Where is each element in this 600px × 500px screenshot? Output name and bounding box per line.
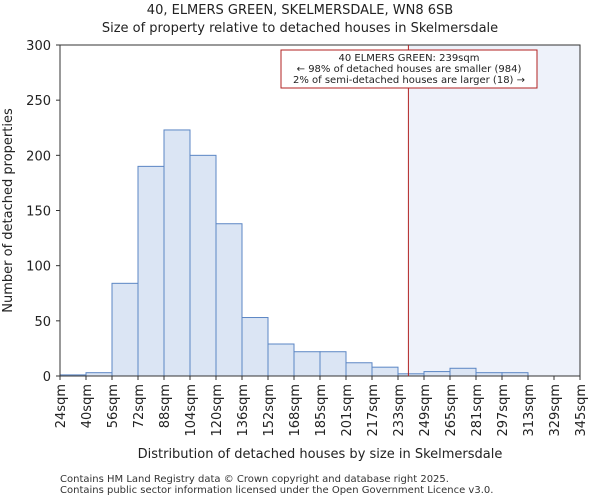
- histogram-bar: [371, 366, 399, 377]
- x-tick-label: 201sqm: [340, 384, 355, 437]
- y-tick-label: 0: [43, 370, 51, 385]
- histogram-bar: [111, 282, 139, 377]
- x-axis-label: Distribution of detached houses by size …: [138, 447, 503, 462]
- x-tick-label: 168sqm: [288, 384, 303, 437]
- y-tick-label: 50: [34, 315, 51, 330]
- x-tick-label: 72sqm: [132, 384, 147, 428]
- x-tick-label: 265sqm: [444, 384, 459, 437]
- histogram-bar: [345, 362, 373, 377]
- chart-subtitle: Size of property relative to detached ho…: [101, 21, 499, 36]
- annotation-box: [280, 49, 538, 89]
- annotation-line-1: 40 ELMERS GREEN: 239sqm: [339, 53, 480, 64]
- x-tick-label: 136sqm: [236, 384, 251, 437]
- x-tick-label: 345sqm: [574, 384, 589, 437]
- histogram-bar: [241, 317, 269, 377]
- x-tick-label: 185sqm: [314, 384, 329, 437]
- chart-title: 40, ELMERS GREEN, SKELMERSDALE, WN8 6SB: [146, 3, 454, 18]
- x-tick-label: 313sqm: [522, 384, 537, 437]
- histogram-bar: [189, 154, 217, 377]
- histogram-bar: [163, 129, 191, 377]
- x-tick-label: 217sqm: [366, 384, 381, 437]
- x-tick-label: 56sqm: [106, 384, 121, 428]
- histogram-bar: [267, 343, 295, 377]
- histogram-bar: [423, 371, 451, 377]
- histogram-bar: [319, 351, 347, 377]
- annotation-line-2: ← 98% of detached houses are smaller (98…: [297, 64, 522, 75]
- y-axis-label: Number of detached properties: [1, 108, 16, 313]
- x-tick-label: 40sqm: [80, 384, 95, 428]
- annotation-line-3: 2% of semi-detached houses are larger (1…: [293, 75, 525, 86]
- x-tick-label: 329sqm: [548, 384, 563, 437]
- x-tick-label: 88sqm: [158, 384, 173, 428]
- x-tick-label: 281sqm: [470, 384, 485, 437]
- highlight-region: [408, 45, 580, 376]
- x-tick-label: 233sqm: [392, 384, 407, 437]
- histogram-bar: [215, 223, 243, 377]
- x-tick-label: 249sqm: [418, 384, 433, 437]
- y-tick-label: 150: [26, 205, 51, 220]
- y-tick-label: 100: [26, 260, 51, 275]
- y-tick-label: 250: [26, 94, 51, 109]
- histogram-bar: [137, 165, 165, 377]
- histogram-bar: [293, 351, 321, 377]
- y-tick-label: 200: [26, 149, 51, 164]
- y-tick-label: 300: [26, 39, 51, 54]
- footer-line-1: Contains HM Land Registry data © Crown c…: [60, 474, 449, 485]
- x-tick-label: 104sqm: [184, 384, 199, 437]
- x-tick-label: 24sqm: [54, 384, 69, 428]
- x-tick-label: 297sqm: [496, 384, 511, 437]
- x-tick-label: 120sqm: [210, 384, 225, 437]
- x-tick-label: 152sqm: [262, 384, 277, 437]
- footer-line-2: Contains public sector information licen…: [60, 485, 494, 496]
- histogram-bar: [449, 367, 477, 377]
